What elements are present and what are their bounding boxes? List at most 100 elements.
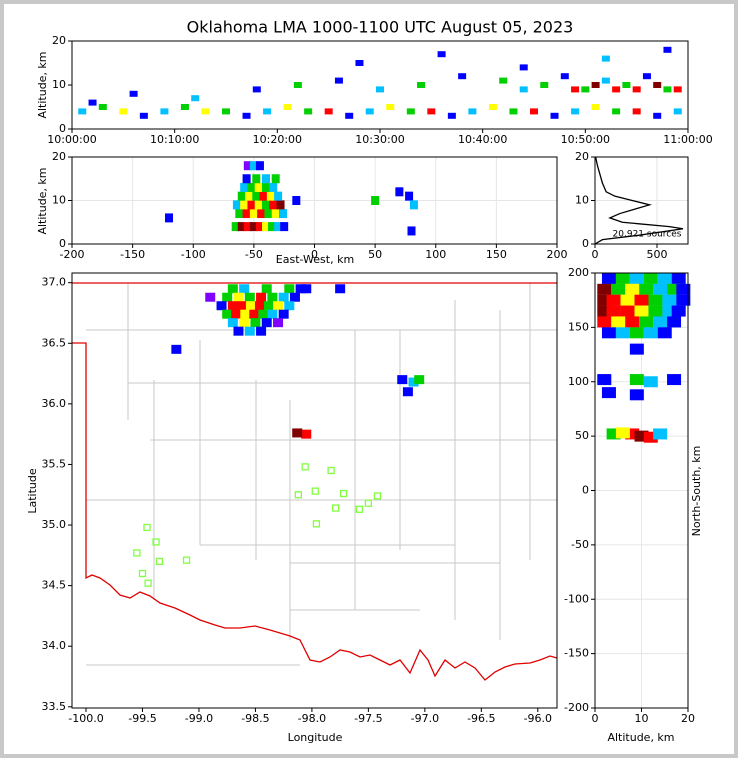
source-density	[408, 377, 419, 387]
source-density	[437, 51, 446, 58]
y-tick-label: 50	[575, 429, 589, 442]
source-density	[278, 209, 287, 219]
source-density	[406, 108, 415, 115]
source-density	[273, 301, 284, 311]
source-density	[571, 108, 580, 115]
source-density	[266, 191, 275, 201]
source-density	[240, 309, 251, 319]
source-density	[271, 174, 280, 184]
x-tick-label: 11:00:00	[663, 133, 712, 146]
source-density	[139, 112, 148, 119]
source-density	[98, 104, 107, 110]
source-density	[625, 316, 640, 328]
station	[144, 579, 152, 587]
station	[331, 504, 340, 512]
source-density	[597, 374, 612, 386]
y-tick-label: -150	[564, 647, 589, 660]
x-tick-label: -100.0	[68, 712, 103, 725]
source-density	[267, 309, 278, 319]
source-density	[247, 182, 256, 192]
y-tick-label: -50	[571, 538, 589, 551]
y-tick-label: -100	[564, 592, 589, 605]
y-tick-label: 37.0	[42, 276, 67, 289]
source-density	[262, 182, 270, 192]
x-tick-label: -150	[120, 248, 145, 261]
source-density	[274, 222, 283, 232]
y-axis-label: North-South, km	[690, 446, 703, 537]
source-density	[249, 209, 258, 219]
source-density	[519, 86, 528, 93]
source-density	[255, 161, 264, 171]
source-density	[597, 316, 612, 328]
source-density	[222, 309, 233, 319]
source-density	[639, 316, 654, 328]
source-density	[499, 77, 508, 84]
source-density	[488, 104, 497, 110]
y-axis-label: Latitude	[26, 468, 39, 514]
x-tick-label: 10:10:00	[150, 133, 199, 146]
source-density	[365, 108, 374, 115]
y-tick-label: 34.0	[42, 639, 67, 652]
x-tick-label: 10:40:00	[458, 133, 507, 146]
source-density	[657, 272, 672, 284]
source-density	[663, 86, 672, 93]
source-density	[402, 387, 413, 397]
source-density	[560, 73, 569, 80]
x-tick-label: 200	[547, 248, 568, 261]
source-density	[232, 200, 241, 210]
source-density	[591, 104, 600, 110]
source-density	[653, 316, 668, 328]
y-tick-label: 0	[59, 237, 66, 250]
x-tick-label: 10:50:00	[561, 133, 610, 146]
source-density	[254, 200, 263, 210]
source-density	[622, 82, 631, 88]
source-density	[611, 283, 626, 295]
source-density	[676, 283, 691, 295]
source-density	[233, 292, 244, 302]
x-tick-label: -97.0	[411, 712, 439, 725]
x-tick-label: 20	[681, 712, 695, 725]
source-density	[256, 326, 267, 336]
y-tick-label: 36.0	[42, 397, 67, 410]
source-density	[119, 108, 128, 115]
source-density	[239, 318, 250, 328]
x-tick-label: 10	[635, 712, 649, 725]
source-density	[657, 327, 672, 339]
source-density	[648, 305, 663, 317]
y-tick-label: 100	[568, 375, 589, 388]
source-density	[663, 46, 672, 53]
source-density	[160, 108, 169, 115]
y-tick-label: 36.5	[42, 336, 67, 349]
source-density	[274, 191, 283, 201]
source-density	[601, 77, 610, 84]
axes-frame	[71, 156, 558, 245]
y-tick-label: 10	[575, 194, 589, 207]
source-density	[284, 284, 295, 294]
source-density	[276, 200, 285, 210]
station	[373, 492, 382, 500]
station	[355, 505, 363, 513]
source-density	[335, 284, 346, 294]
source-density	[601, 272, 616, 284]
source-density	[606, 294, 621, 306]
x-tick-label: -99.5	[128, 712, 156, 725]
source-density	[252, 191, 261, 201]
station	[155, 557, 164, 566]
source-density	[227, 284, 238, 294]
x-tick-label: 0	[311, 248, 318, 261]
county-lines	[86, 283, 557, 666]
source-density	[278, 309, 289, 319]
source-density	[280, 222, 289, 232]
source-density	[667, 316, 682, 328]
source-density	[345, 112, 354, 119]
source-density	[201, 108, 210, 115]
y-tick-label: 20	[575, 150, 589, 163]
source-density	[254, 182, 263, 192]
source-density	[417, 82, 426, 88]
source-density	[292, 196, 301, 205]
source-density	[648, 294, 663, 306]
source-density	[642, 73, 651, 80]
x-tick-label: 10:20:00	[253, 133, 302, 146]
x-tick-label: 10:30:00	[355, 133, 404, 146]
source-density	[252, 174, 261, 184]
